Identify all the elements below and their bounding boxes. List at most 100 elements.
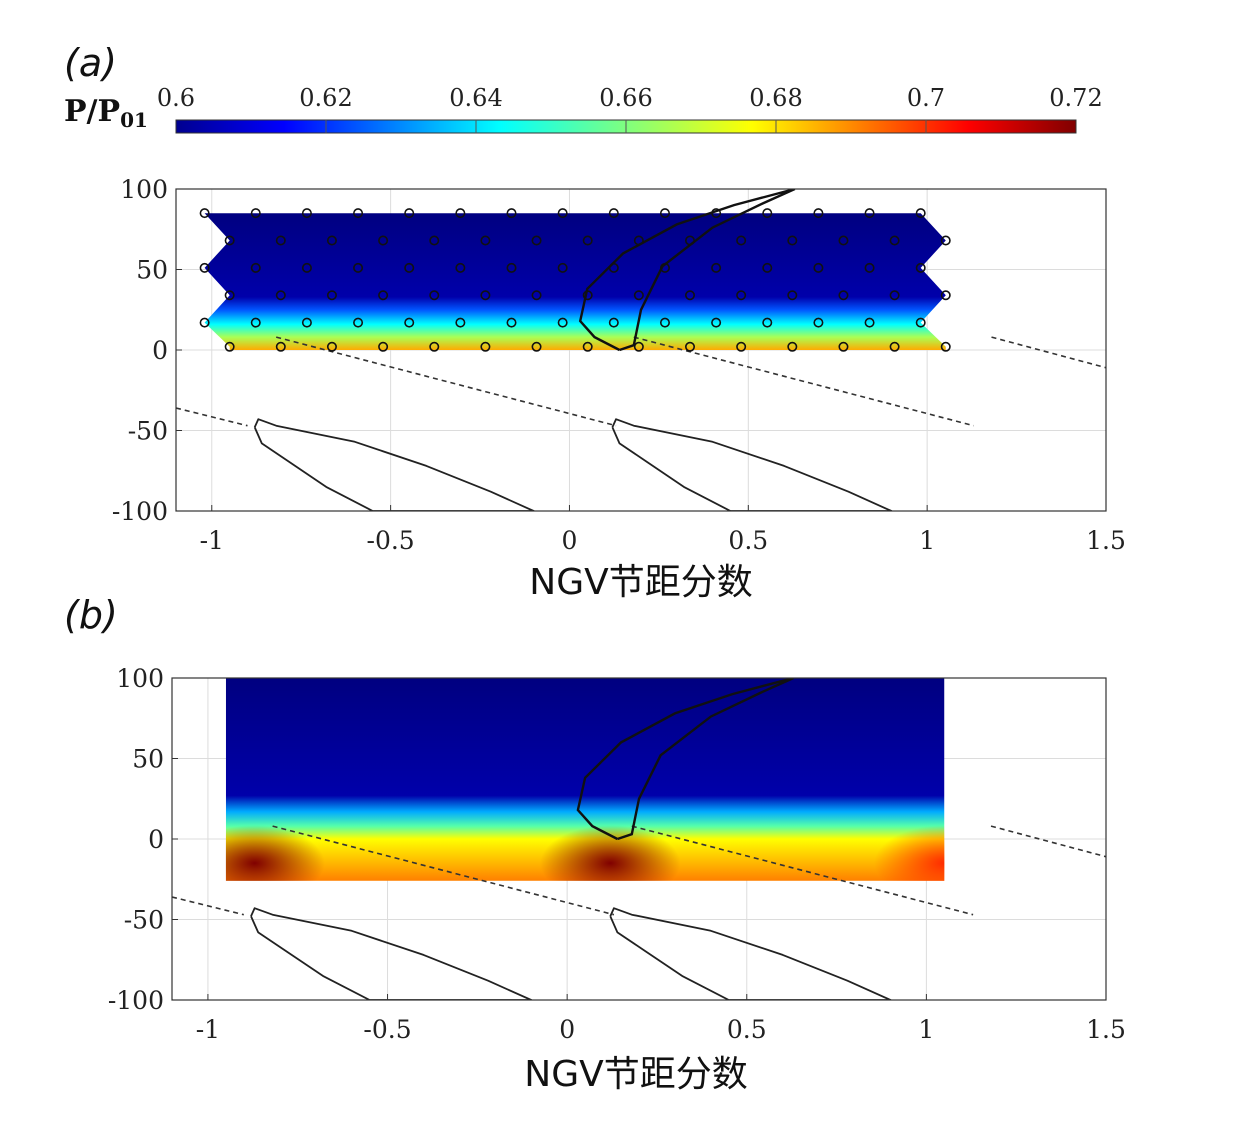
- probe-point: [455, 317, 466, 328]
- dashed-line: [633, 336, 974, 427]
- dashed-line: [275, 336, 617, 427]
- probe-point: [480, 235, 491, 246]
- y-tick-label: -100: [108, 986, 164, 1015]
- panel-b-hotspots: [225, 825, 945, 881]
- dashed-line: [272, 825, 615, 916]
- probe-point: [404, 208, 415, 219]
- probe-point: [608, 208, 619, 219]
- probe-point: [531, 341, 542, 352]
- ngv-blade: [611, 418, 893, 511]
- dashed-line: [631, 825, 974, 916]
- y-tick-label: -50: [128, 417, 168, 446]
- probe-point: [711, 262, 722, 273]
- probe-point: [557, 317, 568, 328]
- y-tick-label: 100: [116, 664, 164, 693]
- probe-point: [838, 341, 849, 352]
- probe-point: [762, 208, 773, 219]
- probe-point: [429, 235, 440, 246]
- probe-point: [429, 290, 440, 301]
- panel-b-x-ticks: -1 -0.5 0 0.5 1 1.5: [196, 994, 1126, 1044]
- probe-point: [506, 262, 517, 273]
- panel-b-rotor-blade: [576, 678, 794, 841]
- y-tick-label: 50: [132, 745, 164, 774]
- y-tick-label: -100: [112, 497, 168, 526]
- probe-point: [199, 317, 210, 328]
- probe-point: [275, 290, 286, 301]
- y-tick-label: 50: [136, 256, 168, 285]
- probe-point: [353, 262, 364, 273]
- probe-point: [787, 235, 798, 246]
- probe-point: [813, 262, 824, 273]
- probe-point: [531, 290, 542, 301]
- probe-point: [404, 317, 415, 328]
- panel-a-probe-points: [199, 208, 951, 352]
- probe-point: [531, 235, 542, 246]
- probe-point: [633, 290, 644, 301]
- probe-point: [608, 317, 619, 328]
- x-tick-label: -1: [200, 526, 224, 555]
- colorbar-tick-label: 0.64: [449, 84, 502, 112]
- probe-point: [685, 290, 696, 301]
- colorbar-tick-label: 0.7: [907, 84, 945, 112]
- probe-point: [889, 235, 900, 246]
- probe-point: [633, 341, 644, 352]
- probe-point: [711, 208, 722, 219]
- hotspot: [225, 825, 325, 881]
- probe-point: [633, 235, 644, 246]
- probe-point: [326, 235, 337, 246]
- probe-point: [736, 341, 747, 352]
- x-tick-label: 0.5: [727, 1015, 767, 1044]
- probe-point: [378, 341, 389, 352]
- probe-point: [582, 290, 593, 301]
- probe-point: [326, 290, 337, 301]
- probe-point: [787, 341, 798, 352]
- colorbar-tick-label: 0.6: [157, 84, 195, 112]
- probe-point: [199, 262, 210, 273]
- probe-point: [250, 317, 261, 328]
- probe-point: [864, 262, 875, 273]
- dashed-line: [990, 825, 1106, 858]
- probe-point: [889, 290, 900, 301]
- panel-b: -1 -0.5 0 0.5 1 1.5 100 50 0 -50 -100 NGV节距分数: [108, 664, 1126, 1095]
- probe-point: [915, 317, 926, 328]
- probe-point: [480, 341, 491, 352]
- panel-a-dashed-lines: [176, 336, 1106, 427]
- probe-point: [506, 317, 517, 328]
- probe-point: [940, 235, 951, 246]
- x-tick-label: 1: [918, 1015, 934, 1044]
- ngv-blade: [253, 418, 535, 511]
- y-tick-label: 0: [152, 336, 168, 365]
- dashed-line: [991, 336, 1106, 369]
- x-tick-label: -0.5: [367, 526, 415, 555]
- probe-point: [915, 262, 926, 273]
- colorbar-ticks: 0.6 0.62 0.64 0.66 0.68 0.7 0.72: [157, 84, 1103, 133]
- probe-point: [353, 317, 364, 328]
- probe-point: [378, 290, 389, 301]
- probe-point: [582, 235, 593, 246]
- y-tick-label: 100: [120, 175, 168, 204]
- probe-point: [224, 235, 235, 246]
- probe-point: [455, 262, 466, 273]
- panel-a-xlabel: NGV节距分数: [529, 562, 752, 603]
- probe-point: [275, 235, 286, 246]
- colorbar-tick-label: 0.66: [599, 84, 652, 112]
- panel-b-y-ticks: 100 50 0 -50 -100: [108, 664, 178, 1015]
- colorbar-label: P/P01: [64, 94, 148, 132]
- probe-point: [480, 290, 491, 301]
- panel-b-dashed-lines: [172, 825, 1106, 916]
- panel-a-x-ticks: -1 -0.5 0 0.5 1 1.5: [200, 505, 1126, 555]
- probe-point: [557, 208, 568, 219]
- probe-point: [838, 290, 849, 301]
- x-tick-label: 1.5: [1086, 526, 1126, 555]
- colorbar-tick-label: 0.72: [1049, 84, 1102, 112]
- probe-point: [250, 208, 261, 219]
- probe-point: [940, 290, 951, 301]
- dashed-line: [176, 407, 248, 427]
- probe-point: [659, 317, 670, 328]
- panel-a: -1 -0.5 0 0.5 1 1.5 100 50 0 -50 -100 NGV节距分数: [112, 175, 1126, 603]
- colorbar-tick-label: 0.62: [299, 84, 352, 112]
- probe-point: [378, 235, 389, 246]
- colorbar-tick-label: 0.68: [749, 84, 802, 112]
- panel-a-ngv-blades: [176, 418, 893, 511]
